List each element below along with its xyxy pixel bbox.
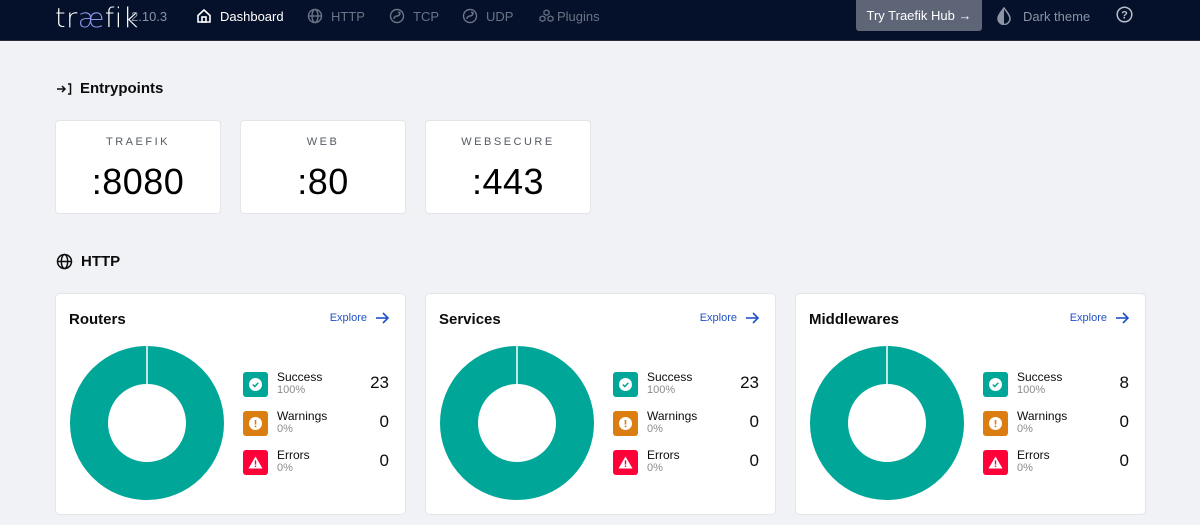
status-stats: Success 100% 23 Warnings 0% 0 Errors 0% … bbox=[613, 370, 759, 487]
services-card: Services Explore Success 100% 23 Warning… bbox=[425, 293, 776, 515]
top-navbar: træfik 2.10.3 Dashboard HTTP TCP UDP Plu… bbox=[0, 0, 1200, 41]
status-stats: Success 100% 23 Warnings 0% 0 Errors 0% … bbox=[243, 370, 389, 487]
nav-tcp[interactable]: TCP bbox=[389, 6, 439, 26]
entrypoint-card-websecure[interactable]: WEBSECURE :443 bbox=[425, 120, 591, 214]
success-stat: Success 100% 23 bbox=[243, 370, 389, 409]
warning-exclamation-icon bbox=[613, 411, 638, 436]
errors-stat: Errors 0% 0 bbox=[243, 448, 389, 487]
errors-stat: Errors 0% 0 bbox=[613, 448, 759, 487]
status-donut-chart bbox=[70, 345, 224, 500]
success-stat: Success 100% 8 bbox=[983, 370, 1129, 409]
udp-icon bbox=[462, 8, 478, 24]
arrow-right-icon bbox=[746, 312, 759, 324]
help-button[interactable]: ? bbox=[1116, 6, 1133, 28]
warnings-stat: Warnings 0% 0 bbox=[613, 409, 759, 448]
errors-stat: Errors 0% 0 bbox=[983, 448, 1129, 487]
globe-icon bbox=[307, 8, 323, 24]
try-traefik-hub-button[interactable]: Try Traefik Hub → bbox=[856, 0, 982, 31]
nav-http[interactable]: HTTP bbox=[307, 6, 365, 26]
warnings-stat: Warnings 0% 0 bbox=[983, 409, 1129, 448]
card-title: Services bbox=[439, 311, 501, 328]
routers-card: Routers Explore Success 100% 23 Warnings… bbox=[55, 293, 406, 515]
entrypoint-card-web[interactable]: WEB :80 bbox=[240, 120, 406, 214]
entrypoint-card-traefik[interactable]: TRAEFIK :8080 bbox=[55, 120, 221, 214]
home-icon bbox=[197, 8, 211, 23]
dark-theme-toggle[interactable]: Dark theme bbox=[997, 6, 1090, 26]
status-donut-chart bbox=[440, 345, 594, 500]
explore-routers-link[interactable]: Explore bbox=[330, 312, 389, 324]
entrypoint-port: :443 bbox=[471, 161, 545, 202]
warning-exclamation-icon bbox=[243, 411, 268, 436]
card-title: Routers bbox=[69, 311, 126, 328]
status-stats: Success 100% 8 Warnings 0% 0 Errors 0% 0 bbox=[983, 370, 1129, 487]
warning-exclamation-icon bbox=[983, 411, 1008, 436]
traefik-logo[interactable]: træfik bbox=[55, 3, 139, 34]
question-icon: ? bbox=[1116, 6, 1133, 23]
nav-dashboard[interactable]: Dashboard bbox=[196, 6, 284, 26]
http-section-title: HTTP bbox=[56, 253, 120, 270]
explore-services-link[interactable]: Explore bbox=[700, 312, 759, 324]
success-check-icon bbox=[243, 372, 268, 397]
entrypoints-section-title: Entrypoints bbox=[56, 80, 163, 97]
card-title: Middlewares bbox=[809, 311, 900, 328]
version-label: 2.10.3 bbox=[131, 9, 168, 24]
entrypoint-name: WEBSECURE bbox=[461, 136, 555, 148]
success-check-icon bbox=[613, 372, 638, 397]
droplet-icon bbox=[997, 7, 1011, 25]
error-triangle-icon bbox=[613, 450, 638, 475]
plugins-icon bbox=[539, 9, 554, 22]
nav-plugins[interactable]: Plugins bbox=[538, 6, 600, 26]
success-stat: Success 100% 23 bbox=[613, 370, 759, 409]
entrypoint-port: :8080 bbox=[91, 161, 185, 202]
success-check-icon bbox=[983, 372, 1008, 397]
error-triangle-icon bbox=[243, 450, 268, 475]
arrow-right-icon bbox=[376, 312, 389, 324]
globe-icon bbox=[56, 253, 73, 270]
tcp-icon bbox=[389, 8, 405, 24]
nav-udp[interactable]: UDP bbox=[462, 6, 513, 26]
error-triangle-icon bbox=[983, 450, 1008, 475]
middlewares-card: Middlewares Explore Success 100% 8 Warni… bbox=[795, 293, 1146, 515]
arrow-right-icon bbox=[1116, 312, 1129, 324]
status-donut-chart bbox=[810, 345, 964, 500]
entrypoint-arrow-icon bbox=[56, 82, 72, 96]
explore-middlewares-link[interactable]: Explore bbox=[1070, 312, 1129, 324]
warnings-stat: Warnings 0% 0 bbox=[243, 409, 389, 448]
entrypoint-port: :80 bbox=[297, 161, 349, 202]
entrypoint-name: TRAEFIK bbox=[106, 136, 170, 148]
entrypoint-name: WEB bbox=[306, 136, 340, 148]
svg-text:?: ? bbox=[1121, 10, 1128, 22]
